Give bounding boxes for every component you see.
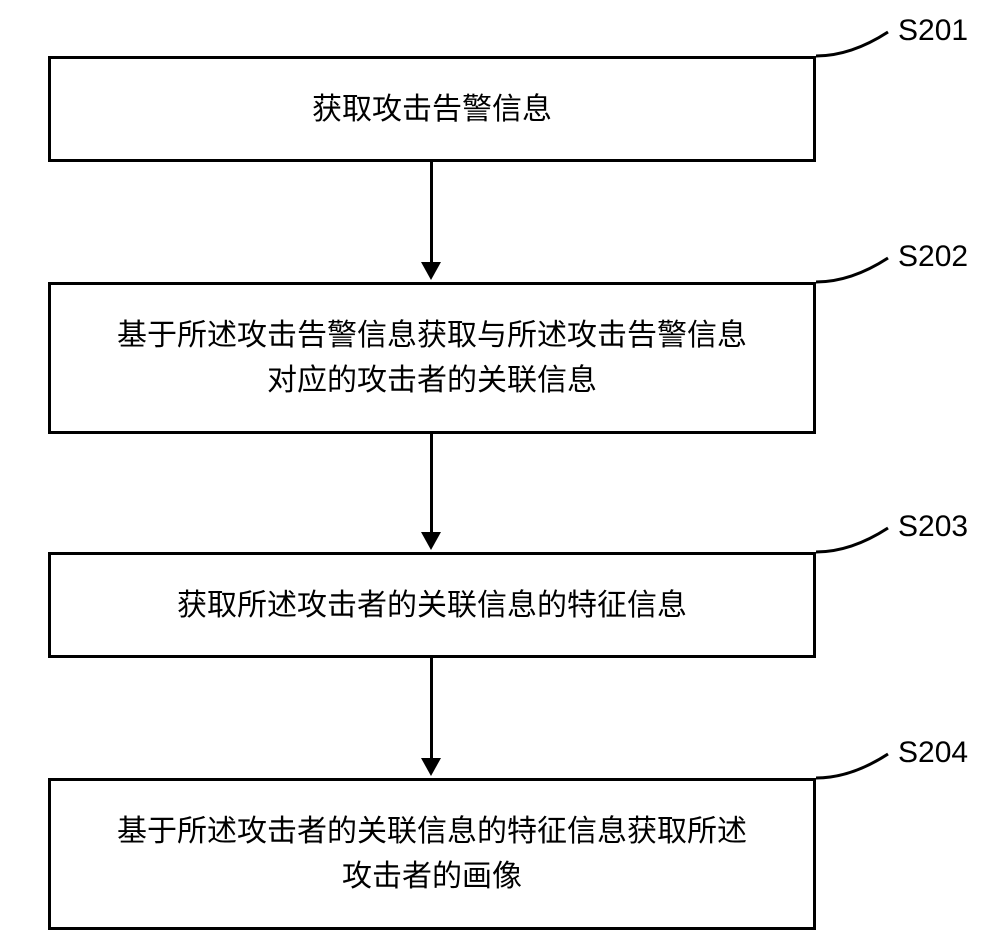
step-label-s204: S204 <box>898 736 968 770</box>
arrow-s203-s204 <box>430 658 433 760</box>
step-text-s204: 基于所述攻击者的关联信息的特征信息获取所述 攻击者的画像 <box>117 809 747 899</box>
arrow-head-s203-s204 <box>421 758 441 776</box>
step-box-s202: 基于所述攻击告警信息获取与所述攻击告警信息 对应的攻击者的关联信息 <box>48 282 816 434</box>
leader-line-s204 <box>816 750 892 782</box>
leader-line-s202 <box>816 254 892 286</box>
step-text-s201: 获取攻击告警信息 <box>312 87 552 132</box>
arrow-head-s201-s202 <box>421 262 441 280</box>
leader-line-s201 <box>816 28 892 60</box>
arrow-s202-s203 <box>430 434 433 534</box>
step-text-s203: 获取所述攻击者的关联信息的特征信息 <box>177 583 687 628</box>
step-label-s201: S201 <box>898 14 968 48</box>
step-box-s201: 获取攻击告警信息 <box>48 56 816 162</box>
arrow-s201-s202 <box>430 162 433 264</box>
leader-line-s203 <box>816 524 892 556</box>
step-label-s203: S203 <box>898 510 968 544</box>
step-box-s204: 基于所述攻击者的关联信息的特征信息获取所述 攻击者的画像 <box>48 778 816 930</box>
step-label-s202: S202 <box>898 240 968 274</box>
arrow-head-s202-s203 <box>421 532 441 550</box>
step-box-s203: 获取所述攻击者的关联信息的特征信息 <box>48 552 816 658</box>
step-text-s202: 基于所述攻击告警信息获取与所述攻击告警信息 对应的攻击者的关联信息 <box>117 313 747 403</box>
flowchart-container: 获取攻击告警信息 S201 基于所述攻击告警信息获取与所述攻击告警信息 对应的攻… <box>0 0 1000 936</box>
